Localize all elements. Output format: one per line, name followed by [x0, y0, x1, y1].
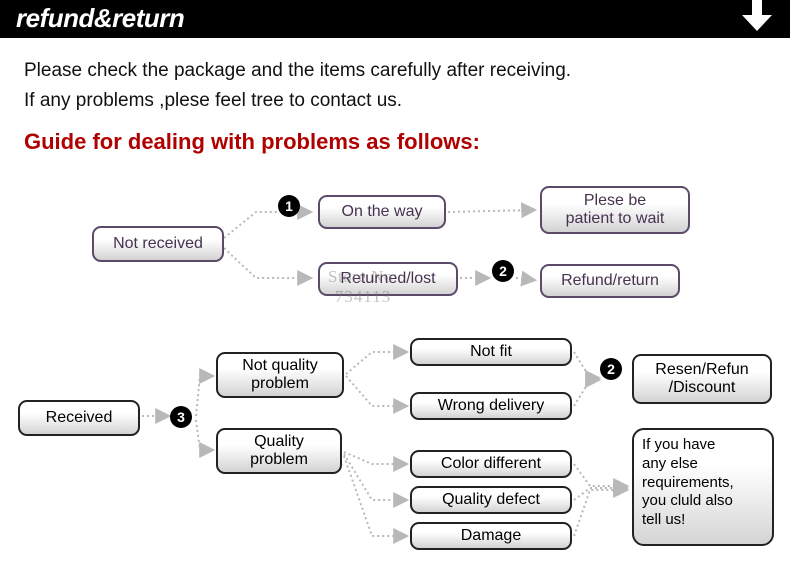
flow-node-returned_lost: Returned/lost [318, 262, 458, 296]
flow-node-wrong_delivery: Wrong delivery [410, 392, 572, 420]
step-badge-2-1: 2 [492, 260, 514, 282]
flow-node-not_quality: Not qualityproblem [216, 352, 344, 398]
guide-title: Guide for dealing with problems as follo… [0, 123, 790, 157]
connector [196, 420, 212, 450]
flow-node-color_diff: Color different [410, 450, 572, 478]
flow-node-not_received: Not received [92, 226, 224, 262]
connector [574, 490, 626, 536]
intro-line-2: If any problems ,plese feel tree to cont… [24, 86, 770, 116]
flow-node-on_the_way: On the way [318, 195, 446, 229]
flow-node-refund_return: Refund/return [540, 264, 680, 298]
flow-node-patient_wait: Plese bepatient to wait [540, 186, 690, 234]
flow-node-any_else: If you haveany elserequirements,you clul… [632, 428, 774, 546]
connector [346, 376, 406, 406]
connector [574, 380, 598, 406]
flow-node-not_fit: Not fit [410, 338, 572, 366]
arrow-down-icon [740, 3, 774, 33]
intro-line-1: Please check the package and the items c… [24, 56, 770, 86]
connector [196, 376, 212, 416]
connector [574, 352, 598, 378]
flow-node-quality: Qualityproblem [216, 428, 342, 474]
step-badge-3-2: 3 [170, 406, 192, 428]
connector [224, 212, 310, 238]
step-badge-2-3: 2 [600, 358, 622, 380]
connector [344, 454, 406, 500]
connector [574, 488, 626, 500]
header-bar: refund&return [0, 0, 790, 38]
flow-node-received: Received [18, 400, 140, 436]
connector [344, 456, 406, 536]
connector [574, 464, 626, 486]
step-badge-1-0: 1 [278, 195, 300, 217]
connector [516, 278, 534, 280]
header-title: refund&return [16, 3, 184, 34]
flow-node-resen_refund: Resen/Refun/Discount [632, 354, 772, 404]
connector [448, 210, 534, 212]
connector [346, 352, 406, 374]
intro-block: Please check the package and the items c… [0, 38, 790, 123]
connector [224, 248, 310, 278]
flow-node-quality_defect: Quality defect [410, 486, 572, 514]
connector [344, 452, 406, 464]
flow-node-damage: Damage [410, 522, 572, 550]
